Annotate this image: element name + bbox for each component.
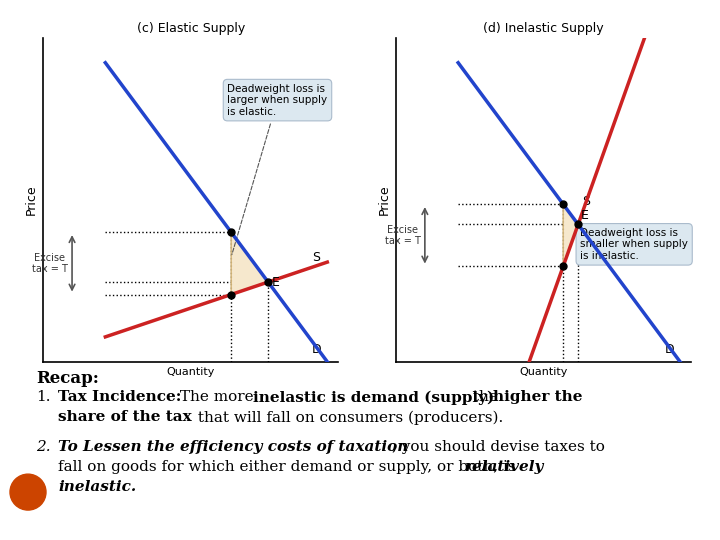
Title: (c) Elastic Supply: (c) Elastic Supply	[137, 22, 245, 35]
Text: Deadweight loss is
larger when supply
is elastic.: Deadweight loss is larger when supply is…	[228, 84, 328, 254]
Text: fall on goods for which either demand or supply, or both, is: fall on goods for which either demand or…	[58, 460, 521, 474]
Text: 40: 40	[18, 485, 37, 499]
Text: E: E	[581, 209, 589, 222]
Text: Excise
tax = T: Excise tax = T	[32, 253, 68, 274]
Text: D: D	[665, 343, 674, 356]
Text: The more: The more	[175, 390, 258, 404]
X-axis label: Quantity: Quantity	[519, 367, 568, 377]
Y-axis label: Price: Price	[377, 185, 390, 215]
Text: higher the: higher the	[493, 390, 582, 404]
Text: , you should devise taxes to: , you should devise taxes to	[392, 440, 605, 454]
Text: relatively: relatively	[464, 460, 544, 474]
Circle shape	[10, 474, 46, 510]
Title: (d) Inelastic Supply: (d) Inelastic Supply	[483, 22, 604, 35]
Text: Excise
tax = T: Excise tax = T	[384, 225, 420, 246]
Text: inelastic is demand (supply): inelastic is demand (supply)	[253, 390, 494, 404]
Text: E: E	[271, 275, 279, 288]
Text: 1.: 1.	[36, 390, 50, 404]
Text: S: S	[312, 251, 320, 264]
Text: To Lessen the efficiency costs of taxation: To Lessen the efficiency costs of taxati…	[58, 440, 408, 454]
Text: 2.: 2.	[36, 440, 50, 454]
Text: Recap:: Recap:	[36, 370, 99, 387]
Text: the: the	[468, 390, 503, 404]
Text: inelastic.: inelastic.	[58, 480, 136, 494]
Text: that will fall on consumers (producers).: that will fall on consumers (producers).	[193, 410, 503, 424]
Text: S: S	[582, 195, 590, 208]
X-axis label: Quantity: Quantity	[166, 367, 215, 377]
Text: share of the tax: share of the tax	[58, 410, 192, 424]
Text: Deadweight loss is
smaller when supply
is inelastic.: Deadweight loss is smaller when supply i…	[580, 228, 688, 261]
Polygon shape	[563, 204, 578, 266]
Text: Tax Incidence:: Tax Incidence:	[58, 390, 181, 404]
Y-axis label: Price: Price	[24, 185, 37, 215]
Text: D: D	[312, 343, 321, 356]
Polygon shape	[231, 232, 268, 294]
